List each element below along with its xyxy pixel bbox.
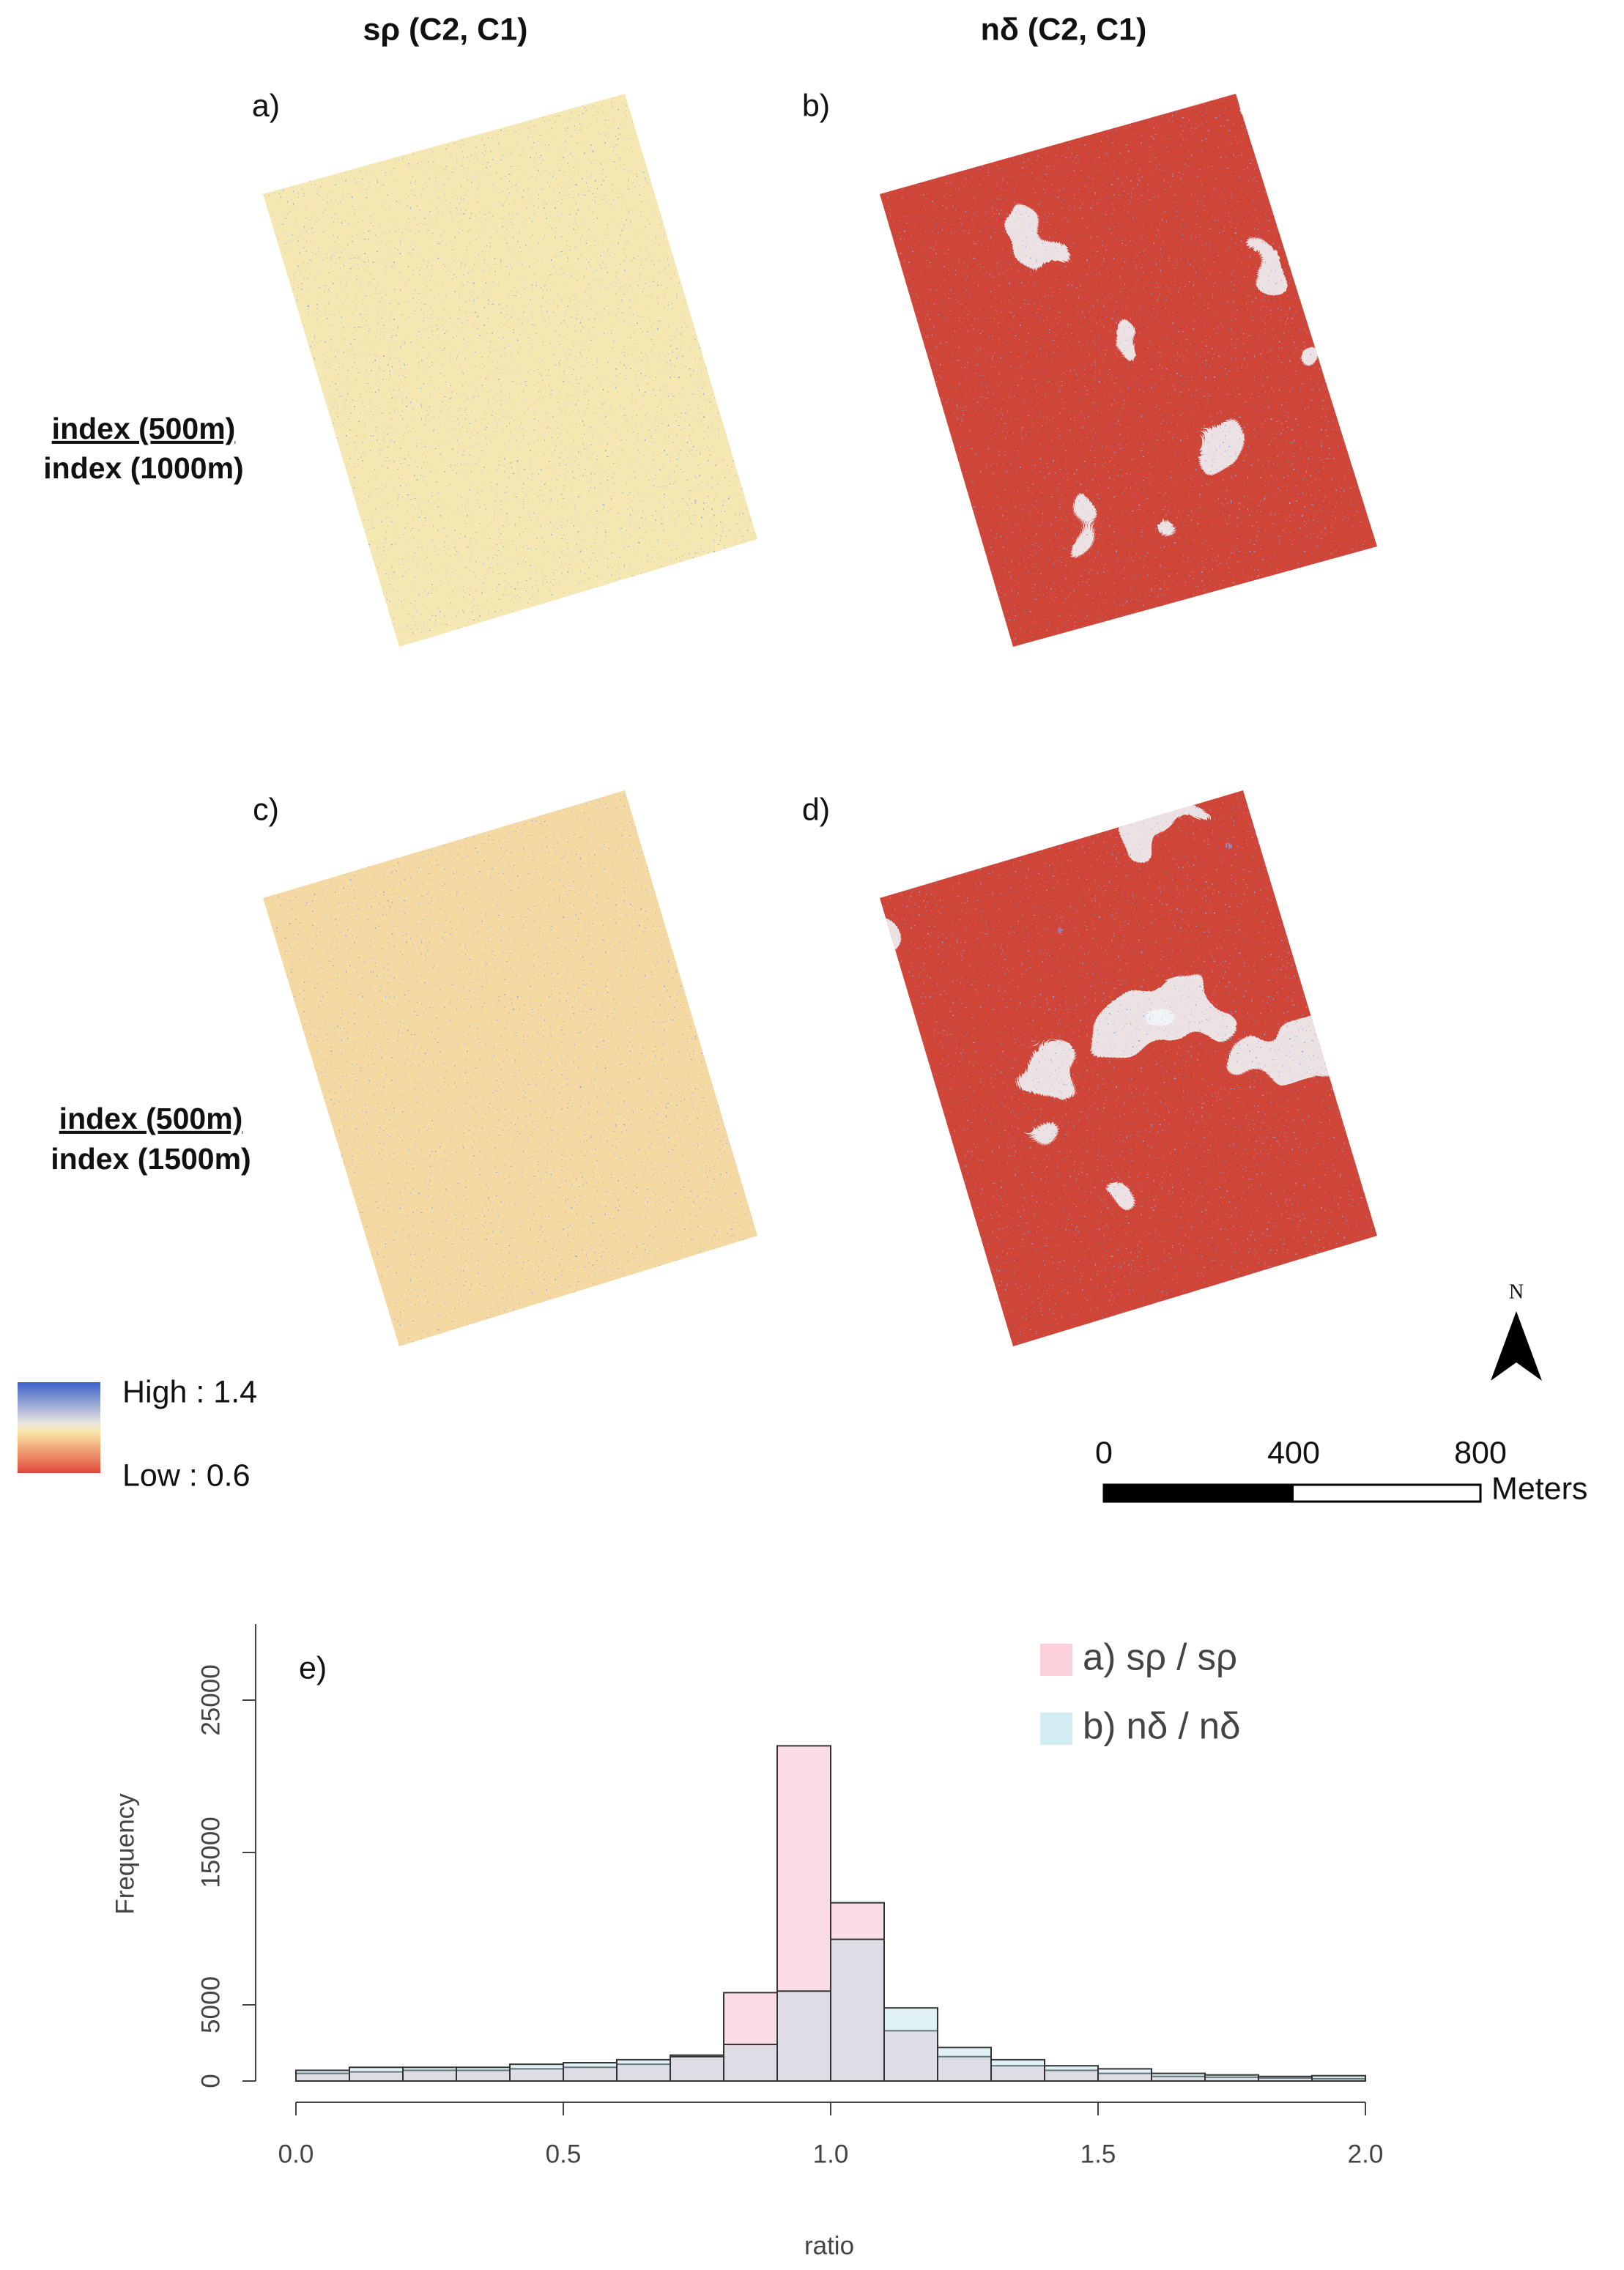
- histogram: e) ratio Frequency 0.0 0.5 1.0 1.5 2.0 0 5000 1…: [111, 1624, 1383, 2260]
- scale-unit: Meters: [1491, 1471, 1587, 1506]
- legend-high: High : 1.4: [122, 1374, 257, 1409]
- row-label-denominator: index (1000m): [43, 451, 243, 485]
- histogram-bar: [723, 1992, 778, 2082]
- panel-label: d): [802, 792, 830, 827]
- histogram-bar: [1044, 2065, 1099, 2082]
- histogram-bar: [830, 1902, 885, 2082]
- y-tick-label: 5000: [196, 1976, 225, 2033]
- histogram-bar: [1097, 2068, 1152, 2082]
- row-label-numerator: index (500m): [59, 1102, 243, 1135]
- x-tick-label: 1.5: [1080, 2140, 1116, 2168]
- histogram-bar: [830, 1938, 885, 2082]
- scale-label: 0: [1095, 1435, 1113, 1470]
- histogram-bar: [1311, 2074, 1366, 2082]
- histogram-bar: [1258, 2075, 1313, 2082]
- map-b: [880, 94, 1377, 647]
- legend-low: Low : 0.6: [122, 1458, 251, 1493]
- histogram-bar: [349, 2066, 404, 2082]
- histogram-bar: [1151, 2072, 1206, 2082]
- y-tick-label: 25000: [196, 1664, 225, 1735]
- histogram-bar: [670, 2055, 724, 2082]
- histogram-bar: [990, 2058, 1045, 2082]
- x-tick-label: 0.0: [278, 2140, 314, 2168]
- histogram-bar: [616, 2058, 671, 2082]
- x-axis-label: ratio: [804, 2231, 854, 2260]
- histogram-bar: [776, 1990, 831, 2082]
- histogram-bar: [456, 2066, 511, 2082]
- map-a: [263, 94, 757, 647]
- row-label-denominator: index (1500m): [51, 1142, 251, 1176]
- legend-label: b) nδ / nδ: [1083, 1705, 1241, 1746]
- scale-label: 800: [1454, 1435, 1507, 1470]
- color-ramp: [18, 1382, 100, 1473]
- panel-label: a): [252, 88, 280, 123]
- histogram-bar: [937, 2047, 992, 2082]
- north-label: N: [1509, 1280, 1524, 1303]
- histogram-bar: [723, 2044, 778, 2082]
- x-tick-label: 1.0: [813, 2140, 849, 2168]
- legend-swatch: [1040, 1713, 1072, 1745]
- histogram-bar: [509, 2063, 564, 2082]
- legend-swatch: [1040, 1644, 1072, 1676]
- y-tick-label: 15000: [196, 1817, 225, 1888]
- y-axis-label: Frequency: [111, 1793, 139, 1915]
- panel-label: b): [802, 88, 830, 123]
- legend-label: a) sρ / sρ: [1083, 1636, 1237, 1677]
- histogram-bar: [883, 2007, 938, 2082]
- scale-bar-segment: [1104, 1485, 1294, 1502]
- histogram-bar: [295, 2069, 350, 2082]
- map-c: [263, 790, 757, 1346]
- panel-label: e): [299, 1650, 327, 1685]
- row-label-numerator: index (500m): [52, 412, 236, 445]
- column-title: nδ (C2, C1): [981, 12, 1147, 47]
- histogram-bar: [563, 2062, 618, 2082]
- north-arrow: [1491, 1311, 1542, 1381]
- column-title: sρ (C2, C1): [363, 12, 528, 47]
- histogram-bar: [402, 2066, 457, 2082]
- y-tick-label: 0: [196, 2074, 225, 2088]
- histogram-bar: [776, 1745, 831, 2082]
- histogram-bar: [670, 2054, 724, 2082]
- x-tick-label: 0.5: [546, 2140, 582, 2168]
- map-d: [880, 790, 1377, 1346]
- x-tick-label: 2.0: [1348, 2140, 1384, 2168]
- panel-label: c): [253, 792, 279, 827]
- histogram-bar: [1204, 2074, 1259, 2082]
- scale-label: 400: [1267, 1435, 1320, 1470]
